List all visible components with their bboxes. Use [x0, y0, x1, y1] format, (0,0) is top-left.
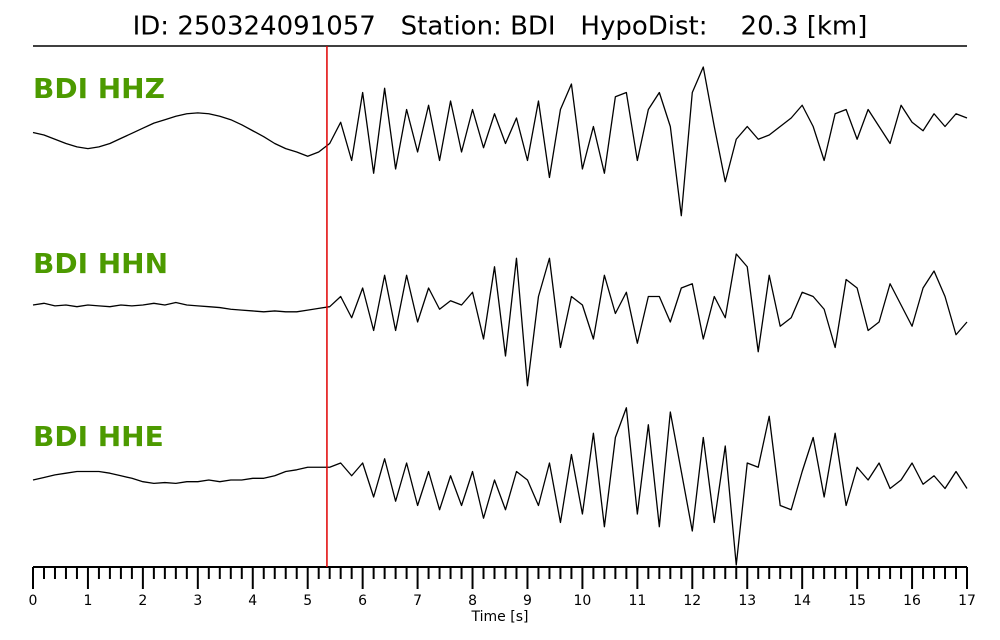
x-tick-label: 4 — [248, 593, 257, 609]
trace-line — [32, 407, 968, 566]
x-axis-label: Time [s] — [471, 609, 529, 625]
x-tick-label: 3 — [193, 593, 202, 609]
x-tick-label: 0 — [29, 593, 38, 609]
x-tick-label: 8 — [468, 593, 477, 609]
x-tick-label: 10 — [573, 593, 591, 609]
x-tick-label: 17 — [958, 593, 976, 609]
x-tick-label: 6 — [358, 593, 367, 609]
trace-line — [32, 253, 968, 387]
x-tick-label: 5 — [303, 593, 312, 609]
x-tick-label: 2 — [138, 593, 147, 609]
x-tick-label: 16 — [903, 593, 921, 609]
trace-label: BDI HHZ — [33, 72, 165, 105]
trace-label: BDI HHN — [33, 247, 168, 280]
trace-line — [32, 66, 968, 217]
chart-title: ID: 250324091057 Station: BDI HypoDist: … — [133, 12, 868, 42]
x-tick-label: 14 — [793, 593, 811, 609]
x-tick-label: 15 — [848, 593, 866, 609]
x-tick-label: 13 — [738, 593, 756, 609]
x-tick-label: 11 — [628, 593, 646, 609]
x-tick-label: 12 — [683, 593, 701, 609]
trace-label: BDI HHE — [33, 420, 164, 453]
x-tick-label: 9 — [523, 593, 532, 609]
x-tick-label: 7 — [413, 593, 422, 609]
x-tick-label: 1 — [83, 593, 92, 609]
